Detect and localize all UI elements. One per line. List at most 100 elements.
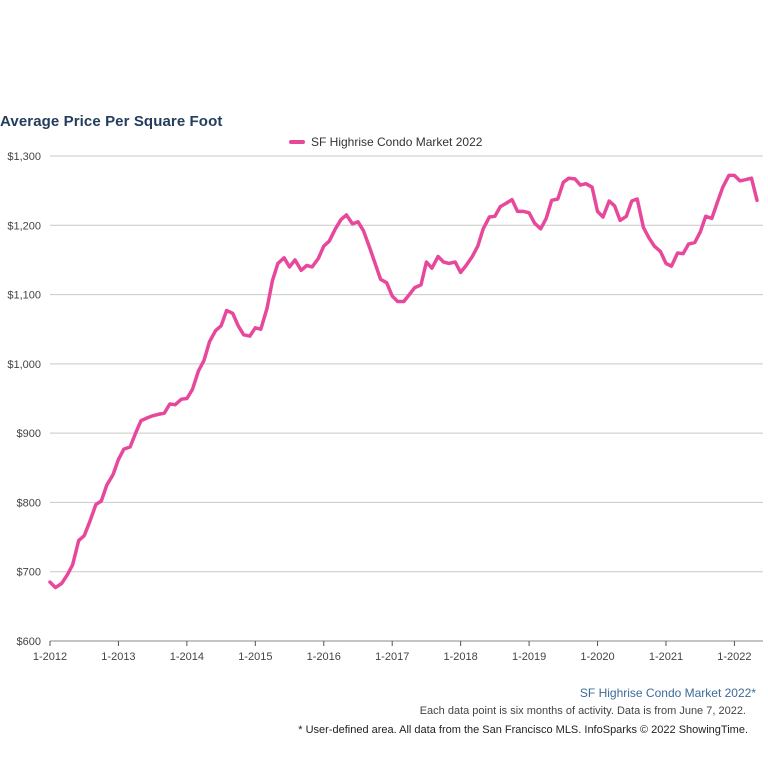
data-point <box>653 245 656 248</box>
data-point <box>454 260 457 263</box>
data-point <box>180 398 183 401</box>
data-point <box>522 210 525 213</box>
legend-label: SF Highrise Condo Market 2022 <box>311 135 483 149</box>
data-point <box>351 222 354 225</box>
series-layer <box>48 173 759 590</box>
data-point <box>676 251 679 254</box>
x-tick-label: 1-2017 <box>375 651 409 663</box>
x-tick-label: 1-2021 <box>649 651 683 663</box>
data-point <box>254 326 257 329</box>
data-point <box>738 179 741 182</box>
chart-legend[interactable]: SF Highrise Condo Market 2022 <box>289 135 482 149</box>
data-point <box>362 229 365 232</box>
data-point <box>664 262 667 265</box>
data-point <box>220 324 223 327</box>
data-point <box>625 215 628 218</box>
data-point <box>505 202 508 205</box>
data-point <box>591 186 594 189</box>
data-point <box>682 252 685 255</box>
data-point <box>146 416 149 419</box>
footer-source[interactable]: SF Highrise Condo Market 2022* <box>579 686 756 700</box>
x-tick-label: 1-2018 <box>444 651 478 663</box>
data-point <box>368 246 371 249</box>
data-point <box>596 210 599 213</box>
data-point <box>430 267 433 270</box>
data-point <box>139 419 142 422</box>
data-point <box>111 473 114 476</box>
data-point <box>317 257 320 260</box>
data-point <box>293 258 296 261</box>
data-point <box>750 177 753 180</box>
data-point <box>499 205 502 208</box>
data-point <box>83 534 86 537</box>
data-point <box>670 265 673 268</box>
chart-title: Average Price Per Square Foot <box>0 113 223 130</box>
data-point <box>642 226 645 229</box>
data-point <box>379 278 382 281</box>
data-point <box>493 215 496 218</box>
data-point <box>276 262 279 265</box>
data-point <box>71 563 74 566</box>
x-tick-label: 1-2015 <box>238 651 272 663</box>
data-point <box>191 388 194 391</box>
x-axis: 1-2012 1-2013 1-2014 1-2015 1-2016 1-2017 1-20… <box>33 641 752 663</box>
data-point <box>710 217 713 220</box>
data-point <box>630 199 633 202</box>
data-point <box>699 231 702 234</box>
data-point <box>636 197 639 200</box>
data-point <box>408 293 411 296</box>
x-tick-label: 1-2020 <box>580 651 614 663</box>
data-point <box>550 199 553 202</box>
data-point <box>129 445 132 448</box>
data-point <box>94 503 97 506</box>
data-point <box>402 300 405 303</box>
data-point <box>242 333 245 336</box>
data-point <box>539 227 542 230</box>
data-point <box>721 186 724 189</box>
series-line <box>48 173 759 590</box>
data-point <box>157 413 160 416</box>
data-point <box>356 220 359 223</box>
data-point <box>755 199 758 202</box>
y-tick-label: $1,100 <box>7 290 41 302</box>
data-point <box>339 218 342 221</box>
x-tick-label: 1-2013 <box>101 651 135 663</box>
data-point <box>328 240 331 243</box>
data-point <box>693 241 696 244</box>
y-tick-label: $1,300 <box>7 151 41 163</box>
data-point <box>488 215 491 218</box>
y-tick-label: $700 <box>17 567 41 579</box>
x-tick-label: 1-2012 <box>33 651 67 663</box>
data-point <box>283 256 286 259</box>
data-point <box>305 264 308 267</box>
data-point <box>510 198 513 201</box>
data-point <box>60 582 63 585</box>
data-point <box>100 499 103 502</box>
data-point <box>545 217 548 220</box>
data-point <box>265 307 268 310</box>
data-point <box>533 222 536 225</box>
data-point <box>727 174 730 177</box>
data-point <box>122 448 125 451</box>
data-point <box>471 255 474 258</box>
data-point <box>716 201 719 204</box>
data-point <box>482 227 485 230</box>
data-point <box>271 279 274 282</box>
data-point <box>322 245 325 248</box>
y-tick-label: $800 <box>17 497 41 509</box>
footer-note: Each data point is six months of activit… <box>419 705 746 717</box>
data-point <box>579 184 582 187</box>
data-point <box>419 283 422 286</box>
data-point <box>77 539 80 542</box>
data-point <box>174 403 177 406</box>
data-point <box>556 197 559 200</box>
data-point <box>225 309 228 312</box>
data-point <box>396 300 399 303</box>
data-point <box>202 359 205 362</box>
data-point <box>608 199 611 202</box>
data-point <box>300 269 303 272</box>
data-point <box>48 581 51 584</box>
data-point <box>601 215 604 218</box>
x-tick-label: 1-2014 <box>170 651 204 663</box>
